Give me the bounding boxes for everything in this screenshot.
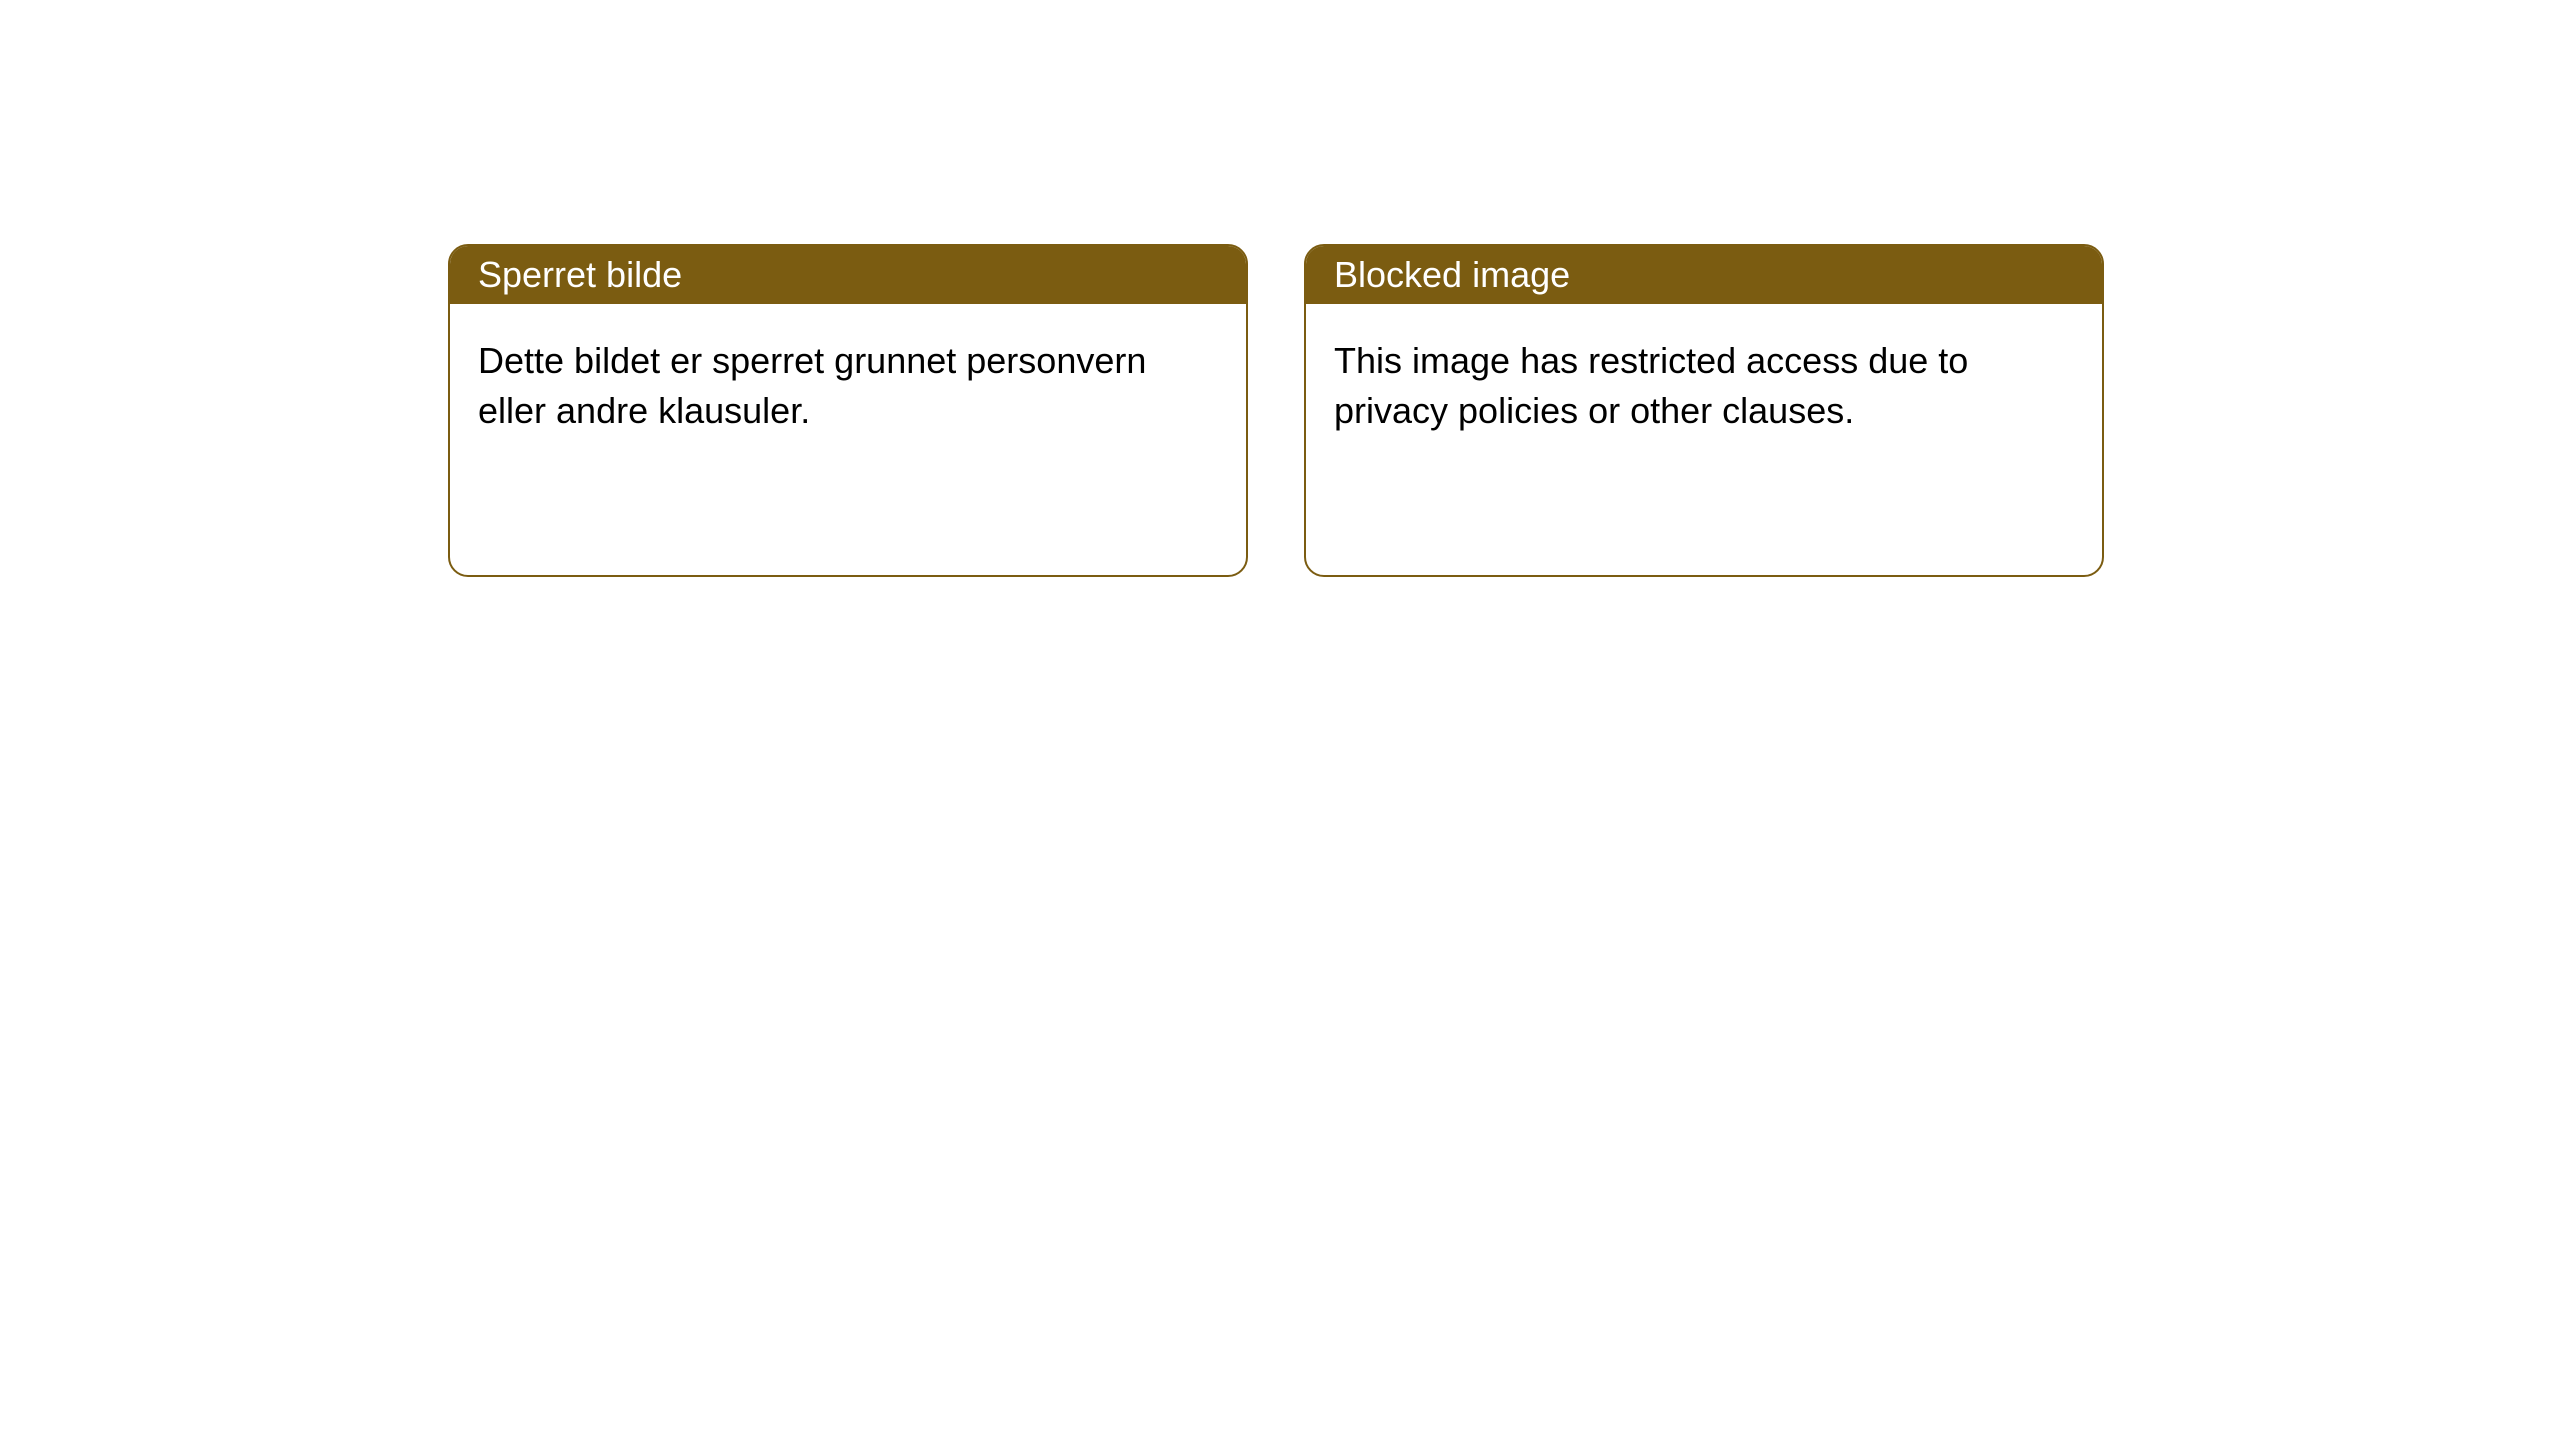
notice-body: This image has restricted access due to …: [1306, 304, 2102, 469]
notice-container: Sperret bilde Dette bildet er sperret gr…: [448, 244, 2104, 577]
notice-body-text: This image has restricted access due to …: [1334, 340, 1968, 431]
notice-card-english: Blocked image This image has restricted …: [1304, 244, 2104, 577]
notice-title: Sperret bilde: [478, 254, 682, 295]
notice-title: Blocked image: [1334, 254, 1570, 295]
notice-card-norwegian: Sperret bilde Dette bildet er sperret gr…: [448, 244, 1248, 577]
notice-header: Blocked image: [1306, 246, 2102, 304]
notice-header: Sperret bilde: [450, 246, 1246, 304]
notice-body-text: Dette bildet er sperret grunnet personve…: [478, 340, 1146, 431]
notice-body: Dette bildet er sperret grunnet personve…: [450, 304, 1246, 469]
